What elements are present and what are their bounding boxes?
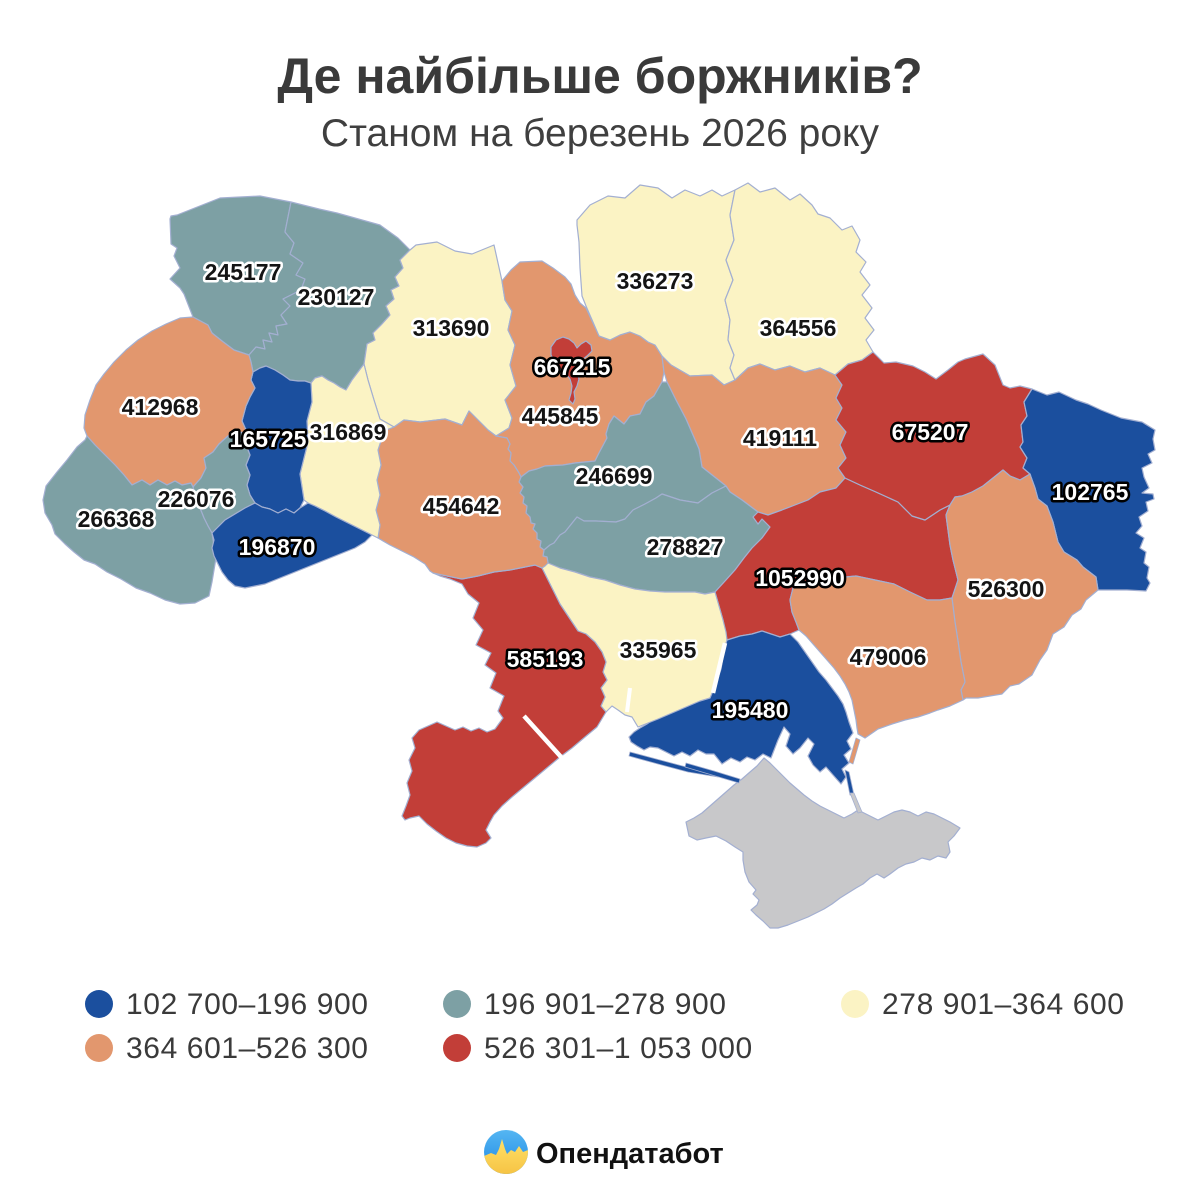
svg-text:412968: 412968	[122, 394, 199, 420]
svg-text:419111: 419111	[743, 425, 817, 451]
svg-text:Де найбільше боржників?: Де найбільше боржників?	[277, 48, 922, 104]
svg-text:454642: 454642	[423, 493, 500, 519]
svg-text:Опендатабот: Опендатабот	[536, 1138, 724, 1170]
svg-text:316869: 316869	[310, 419, 387, 445]
svg-text:479006: 479006	[850, 644, 927, 670]
svg-text:364 601–526 300: 364 601–526 300	[126, 1032, 369, 1065]
svg-text:195480: 195480	[712, 697, 789, 723]
svg-text:667215: 667215	[534, 354, 611, 380]
svg-text:585193: 585193	[507, 646, 584, 672]
svg-text:230127: 230127	[298, 284, 375, 310]
svg-text:196870: 196870	[239, 534, 316, 560]
svg-text:445845: 445845	[522, 403, 599, 429]
svg-text:266368: 266368	[78, 506, 155, 532]
svg-text:675207: 675207	[892, 419, 969, 445]
svg-text:Станом на березень 2026 року: Станом на березень 2026 року	[321, 112, 880, 155]
svg-text:196 901–278 900: 196 901–278 900	[484, 988, 727, 1021]
svg-text:336273: 336273	[617, 268, 694, 294]
svg-text:245177: 245177	[205, 259, 282, 285]
svg-text:335965: 335965	[620, 637, 697, 663]
svg-text:226076: 226076	[158, 486, 235, 512]
svg-text:102 700–196 900: 102 700–196 900	[126, 988, 369, 1021]
svg-text:313690: 313690	[413, 315, 490, 341]
svg-text:102765: 102765	[1052, 479, 1129, 505]
svg-text:246699: 246699	[576, 463, 653, 489]
svg-text:364556: 364556	[760, 315, 837, 341]
svg-text:526 301–1 053 000: 526 301–1 053 000	[484, 1032, 753, 1065]
svg-text:278827: 278827	[647, 534, 724, 560]
svg-text:526300: 526300	[968, 576, 1045, 602]
svg-text:278 901–364 600: 278 901–364 600	[882, 988, 1125, 1021]
svg-text:165725: 165725	[230, 426, 307, 452]
svg-text:1052990: 1052990	[755, 565, 845, 591]
